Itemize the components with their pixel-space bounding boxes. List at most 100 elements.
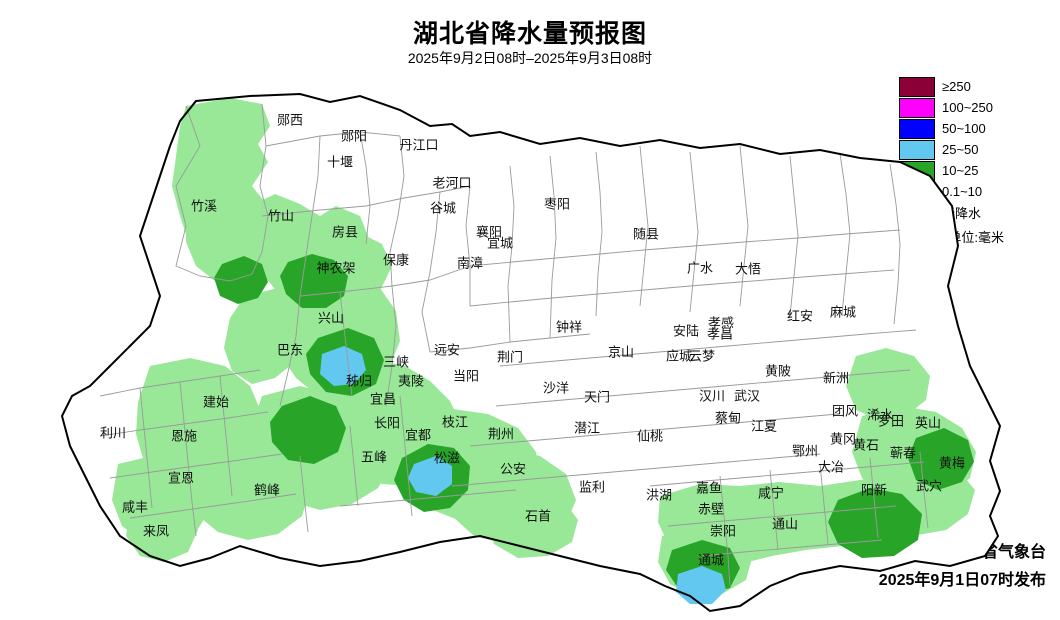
city-label: 神农架 [316, 260, 356, 276]
city-label: 鄂州 [791, 443, 819, 459]
city-label: 赤壁 [697, 501, 725, 517]
city-label: 丹江口 [399, 137, 439, 153]
legend-item: 100~250 [899, 97, 1007, 118]
precip-core-yangxin [828, 488, 922, 558]
page-subtitle: 2025年9月2日08时–2025年9月3日08时 [407, 50, 653, 66]
city-label: 武穴 [915, 478, 943, 494]
city-label: 大冶 [817, 459, 845, 475]
city-label: 洪湖 [645, 487, 673, 503]
legend-swatch [899, 76, 935, 97]
city-label: 天门 [583, 389, 611, 405]
province-boundary [60, 92, 1002, 613]
city-label: 广水 [686, 260, 714, 276]
precip-core-songzi-blue [408, 456, 452, 496]
city-label: 嘉鱼 [695, 480, 723, 496]
precip-area-luotian [846, 348, 930, 420]
city-label: 红安 [786, 308, 814, 324]
precip-core-shennongjia [280, 254, 348, 308]
city-label: 蔡甸 [714, 410, 742, 426]
city-label: 大悟 [734, 261, 762, 277]
legend-label: 25~50 [942, 142, 979, 157]
city-label: 新洲 [822, 370, 850, 386]
city-label: 蕲春 [889, 445, 917, 461]
city-label: 枝江 [441, 414, 469, 430]
city-label: 罗田 [877, 413, 905, 429]
page-title: 湖北省降水量预报图 [412, 20, 647, 48]
city-label: 襄阳 [475, 224, 503, 240]
city-label: 通山 [771, 516, 799, 532]
city-label: 宣恩 [167, 470, 195, 486]
city-label: 房县 [331, 224, 359, 240]
city-label: 汉川 [698, 388, 726, 404]
city-label: 黄冈 [829, 431, 857, 447]
city-label: 荆州 [487, 426, 515, 442]
city-label: 京山 [607, 344, 635, 360]
legend-label: 50~100 [942, 121, 986, 136]
city-label: 崇阳 [709, 523, 737, 539]
city-label: 郧西 [276, 112, 304, 128]
city-label: 秭归 [345, 373, 373, 389]
legend-swatch [899, 139, 935, 160]
legend-swatch [899, 97, 935, 118]
city-label: 荆门 [496, 349, 524, 365]
city-label: 英山 [914, 415, 942, 431]
city-label: 利川 [99, 425, 127, 441]
city-label: 潜江 [573, 420, 601, 436]
city-label: 咸宁 [757, 485, 785, 501]
city-label: 南漳 [456, 255, 484, 271]
city-label: 应城 [665, 348, 693, 364]
city-label: 巴东 [276, 342, 304, 358]
legend-label: 10~25 [942, 163, 979, 178]
city-label: 宜城 [486, 235, 514, 251]
legend-label: 100~250 [942, 100, 993, 115]
legend-item: ≥250 [899, 76, 1007, 97]
legend-item: 50~100 [899, 118, 1007, 139]
city-label: 阳新 [860, 482, 888, 498]
city-label: 江夏 [750, 418, 778, 434]
city-label: 建始 [202, 394, 230, 410]
map-svg [60, 92, 1002, 613]
city-label: 保康 [382, 252, 410, 268]
city-label: 麻城 [829, 304, 857, 320]
legend-item: 25~50 [899, 139, 1007, 160]
city-label: 鹤峰 [253, 482, 281, 498]
city-label: 郧阳 [340, 128, 368, 144]
city-label: 公安 [499, 461, 527, 477]
city-label: 仙桃 [636, 428, 664, 444]
precip-core-huangmei [908, 428, 974, 490]
city-label: 云梦 [688, 348, 716, 364]
precip-core-zigui-blue [320, 346, 366, 386]
city-label: 当阳 [452, 368, 480, 384]
city-label: 宜都 [404, 427, 432, 443]
legend-swatch [899, 118, 935, 139]
city-label: 黄石 [852, 437, 880, 453]
city-label: 黄陂 [764, 363, 792, 379]
precip-area-shishou [486, 488, 578, 558]
city-label: 浠水 [866, 407, 894, 423]
legend-label: 0.1~10 [942, 184, 983, 199]
city-label: 宜昌 [369, 391, 397, 407]
city-label: 老河口 [432, 175, 472, 191]
county-borders [99, 103, 929, 587]
city-label: 孝昌 [706, 326, 734, 342]
city-label: 竹山 [267, 208, 295, 224]
city-label: 武汉 [733, 388, 761, 404]
city-label: 兴山 [317, 310, 345, 326]
issue-time: 2025年9月1日07时发布 [878, 572, 1046, 589]
precip-area-laifeng [126, 498, 198, 562]
precip-area-badong [224, 288, 306, 384]
city-label: 三峡 [382, 354, 410, 370]
precipitation-map: 郧西 郧阳 十堰 丹江口 老河口 谷城 襄阳 枣阳 随县 广水 大悟 红安 麻城 罗田 英山 浠水 蕲春 黄梅 武穴… [0, 66, 1060, 620]
city-label: 夷陵 [397, 373, 425, 389]
city-label: 远安 [433, 342, 461, 358]
city-label: 枣阳 [543, 196, 571, 212]
city-label: 随县 [632, 226, 660, 242]
city-label: 恩施 [170, 428, 198, 444]
city-label: 监利 [578, 479, 606, 495]
legend-unit: 单位:毫米 [948, 230, 1004, 245]
city-label: 石首 [524, 508, 552, 524]
city-label: 咸丰 [121, 499, 149, 515]
precip-core-changyang [270, 396, 346, 464]
city-label: 谷城 [429, 200, 457, 216]
city-label: 安陆 [672, 323, 700, 339]
